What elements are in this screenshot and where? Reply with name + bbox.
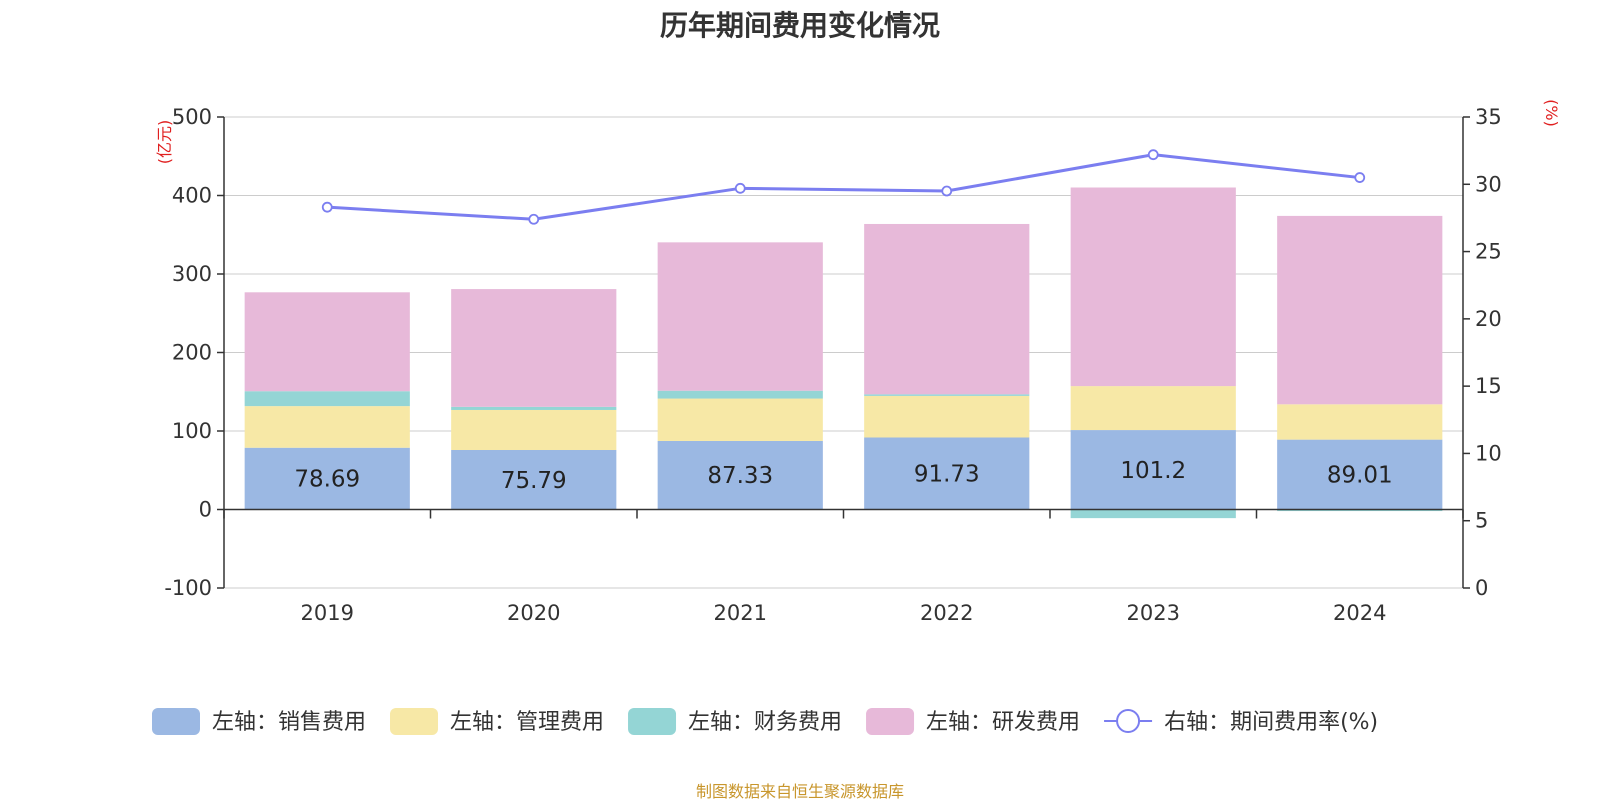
line-point-2023 <box>1147 149 1159 161</box>
right-axis-unit: (%) <box>1542 99 1561 127</box>
left-axis-tick-label: 200 <box>172 341 212 365</box>
bar-2024-管理费用 <box>1277 404 1443 440</box>
bar-2024-财务费用 <box>1277 509 1443 512</box>
left-axis-tick-label: 500 <box>172 105 212 129</box>
x-axis-label: 2019 <box>301 601 354 625</box>
bar-2019-销售费用 <box>244 447 410 510</box>
data-label-2021: 87.33 <box>707 463 773 489</box>
right-axis-tick-label: 10 <box>1475 441 1502 465</box>
x-axis-label: 2021 <box>714 601 767 625</box>
legend-swatch <box>152 708 200 735</box>
bar-2023-研发费用 <box>1070 187 1236 387</box>
right-axis-tick-label: 5 <box>1475 509 1488 533</box>
left-axis-tick-label: -100 <box>164 576 212 600</box>
legend-item: 左轴：财务费用 <box>628 708 842 735</box>
bar-2024-研发费用 <box>1277 215 1443 405</box>
line-point-2020 <box>528 213 540 225</box>
x-axis-label: 2023 <box>1127 601 1180 625</box>
bar-2021-销售费用 <box>657 440 823 510</box>
left-axis-tick-label: 100 <box>172 419 212 443</box>
data-labels: 78.69 75.79 87.33 91.73 101.2 89.01 <box>294 458 1392 494</box>
legend-item: 左轴：研发费用 <box>866 708 1080 735</box>
source-note: 制图数据来自恒生聚源数据库 <box>695 782 904 801</box>
x-axis-label: 2022 <box>920 601 973 625</box>
line-point-2024 <box>1354 172 1366 183</box>
bar-series <box>244 187 1443 519</box>
bar-2022-管理费用 <box>864 395 1030 438</box>
bar-2021-研发费用 <box>657 242 823 391</box>
data-label-2019: 78.69 <box>294 467 360 493</box>
bar-2021-管理费用 <box>657 398 823 441</box>
legend-marker <box>1116 709 1141 733</box>
legend-item: 左轴：销售费用 <box>152 708 366 735</box>
x-axis-label: 2024 <box>1333 601 1386 625</box>
right-axis-tick-label: 35 <box>1475 105 1502 129</box>
bar-2023-财务费用 <box>1070 509 1236 519</box>
data-label-2022: 91.73 <box>914 461 980 487</box>
bar-2023-管理费用 <box>1070 386 1236 431</box>
legend-item: 右轴：期间费用率(%) <box>1104 709 1378 735</box>
bar-2022-研发费用 <box>864 223 1030 395</box>
bar-2024-销售费用 <box>1277 439 1443 510</box>
legend-swatch <box>390 708 439 735</box>
line-point-2021 <box>734 182 746 194</box>
legend-label: 左轴：研发费用 <box>926 710 1080 735</box>
left-axis-tick-label: 300 <box>172 262 212 286</box>
legend-swatch <box>866 708 915 735</box>
right-axis-tick-label: 15 <box>1475 374 1502 398</box>
bar-2020-研发费用 <box>451 289 617 407</box>
right-axis-tick-label: 20 <box>1475 307 1502 331</box>
chart-title: 历年期间费用变化情况 <box>659 9 940 42</box>
bar-2019-管理费用 <box>244 406 410 448</box>
line-point-2022 <box>941 185 953 197</box>
line-rate <box>327 153 1360 221</box>
bar-2023-销售费用 <box>1070 430 1236 510</box>
legend-label: 左轴：财务费用 <box>688 710 842 735</box>
bar-2020-管理费用 <box>451 409 617 451</box>
data-label-2020: 75.79 <box>501 468 567 494</box>
right-axis-tick-label: 25 <box>1475 240 1502 264</box>
grid-lines <box>224 116 1463 589</box>
line-point-2019 <box>321 201 333 213</box>
left-axis-tick-label: 0 <box>199 498 212 522</box>
x-axis-label: 2020 <box>507 601 560 625</box>
bar-2020-销售费用 <box>451 450 617 510</box>
data-label-2023: 101.2 <box>1120 458 1186 484</box>
bar-2022-销售费用 <box>864 437 1030 510</box>
data-label-2024: 89.01 <box>1327 463 1393 489</box>
left-axis-unit: (亿元) <box>155 120 174 165</box>
legend: 左轴：销售费用 左轴：管理费用 左轴：财务费用 左轴：研发费用 右轴：期间费用率(%) <box>152 708 1378 735</box>
legend-swatch <box>628 708 677 735</box>
bar-2019-研发费用 <box>244 292 410 392</box>
axes: -100 0 100 200 300 400 500 0 5 10 15 20 25 30 35 2019 20… <box>155 99 1561 625</box>
legend-label: 右轴：期间费用率(%) <box>1164 710 1378 735</box>
right-axis-tick-label: 30 <box>1475 172 1502 196</box>
bar-2020-财务费用 <box>451 406 617 410</box>
legend-label: 左轴：管理费用 <box>450 710 604 735</box>
legend-item: 左轴：管理费用 <box>390 708 604 735</box>
left-axis-tick-label: 400 <box>172 184 212 208</box>
bar-2019-财务费用 <box>244 391 410 407</box>
bar-2022-财务费用 <box>864 394 1030 396</box>
right-axis-tick-label: 0 <box>1475 576 1488 600</box>
line-series <box>321 149 1366 225</box>
bar-2021-财务费用 <box>657 390 823 399</box>
legend-label: 左轴：销售费用 <box>212 710 366 735</box>
